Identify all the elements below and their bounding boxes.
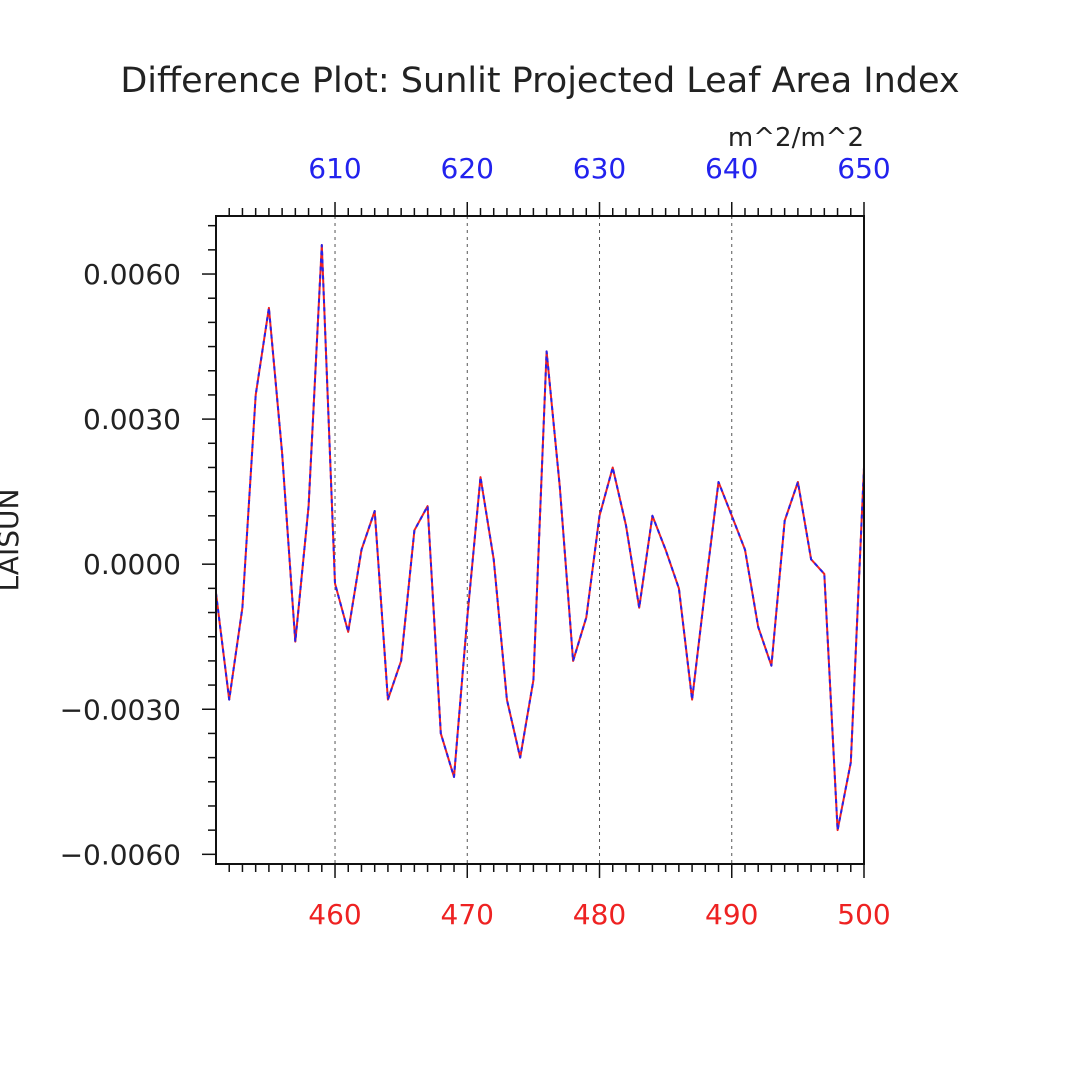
x-tick-label-bottom: 480 (573, 898, 626, 931)
x-tick-label-top: 610 (308, 152, 361, 185)
axis-ticks (202, 202, 865, 878)
x-tick-label-top: 650 (837, 152, 890, 185)
y-tick-label: −0.0030 (60, 693, 181, 726)
y-tick-label: 0.0000 (83, 548, 181, 581)
x-tick-label-bottom: 490 (705, 898, 758, 931)
y-tick-label: 0.0030 (83, 403, 181, 436)
series-line-dashed (215, 244, 865, 832)
y-axis-label: LAISUN (0, 489, 25, 592)
x-tick-label-top: 630 (573, 152, 626, 185)
tick-labels: 460 470 480 490 500 610 620 630 640 650 0.0060 0.00… (60, 152, 891, 931)
y-tick-label: 0.0060 (83, 258, 181, 291)
x-tick-label-bottom: 460 (308, 898, 361, 931)
x-tick-label-bottom: 470 (441, 898, 494, 931)
grid-lines (334, 216, 733, 864)
x-tick-label-top: 640 (705, 152, 758, 185)
y-tick-label: −0.0060 (60, 838, 181, 871)
series-lines (215, 244, 865, 832)
series-line-solid (215, 244, 865, 832)
x-tick-label-bottom: 500 (837, 898, 890, 931)
chart-title: Difference Plot: Sunlit Projected Leaf A… (120, 61, 959, 101)
x-tick-label-top: 620 (441, 152, 494, 185)
units-label: m^2/m^2 (728, 123, 864, 153)
